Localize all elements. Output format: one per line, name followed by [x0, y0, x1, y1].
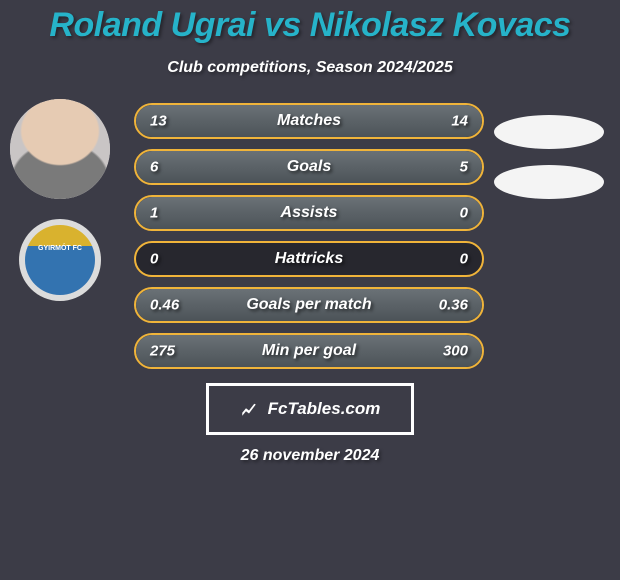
brand-name: FcTables.com	[268, 399, 381, 419]
stat-row: 275300Min per goal	[134, 333, 484, 369]
stats-rows: 1314Matches 65Goals 10Assists 00Hattricks 0.…	[134, 103, 484, 369]
right-player-column	[494, 115, 604, 199]
brand-footer: FcTables.com	[206, 383, 414, 435]
stat-label: Goals	[136, 158, 482, 176]
comparison-title: Roland Ugrai vs Nikolasz Kovacs	[0, 0, 620, 45]
left-team-name: GYIRMÓT FC	[19, 245, 101, 252]
stat-label: Min per goal	[136, 342, 482, 360]
stat-label: Assists	[136, 204, 482, 222]
comparison-subtitle: Club competitions, Season 2024/2025	[0, 59, 620, 77]
left-team-badge: GYIRMÓT FC	[19, 219, 101, 301]
right-player-avatar	[494, 115, 604, 149]
stat-row: 00Hattricks	[134, 241, 484, 277]
content-area: GYIRMÓT FC 1314Matches 65Goals 10Assists 00…	[0, 103, 620, 369]
stat-label: Hattricks	[136, 250, 482, 268]
stat-row: 65Goals	[134, 149, 484, 185]
stat-row: 1314Matches	[134, 103, 484, 139]
left-player-column: GYIRMÓT FC	[10, 99, 110, 301]
chart-icon	[240, 400, 258, 418]
right-team-badge	[494, 165, 604, 199]
left-player-avatar	[10, 99, 110, 199]
stat-label: Matches	[136, 112, 482, 130]
player-head-placeholder	[10, 99, 110, 199]
stat-row: 10Assists	[134, 195, 484, 231]
stat-label: Goals per match	[136, 296, 482, 314]
date-label: 26 november 2024	[0, 447, 620, 465]
stat-row: 0.460.36Goals per match	[134, 287, 484, 323]
